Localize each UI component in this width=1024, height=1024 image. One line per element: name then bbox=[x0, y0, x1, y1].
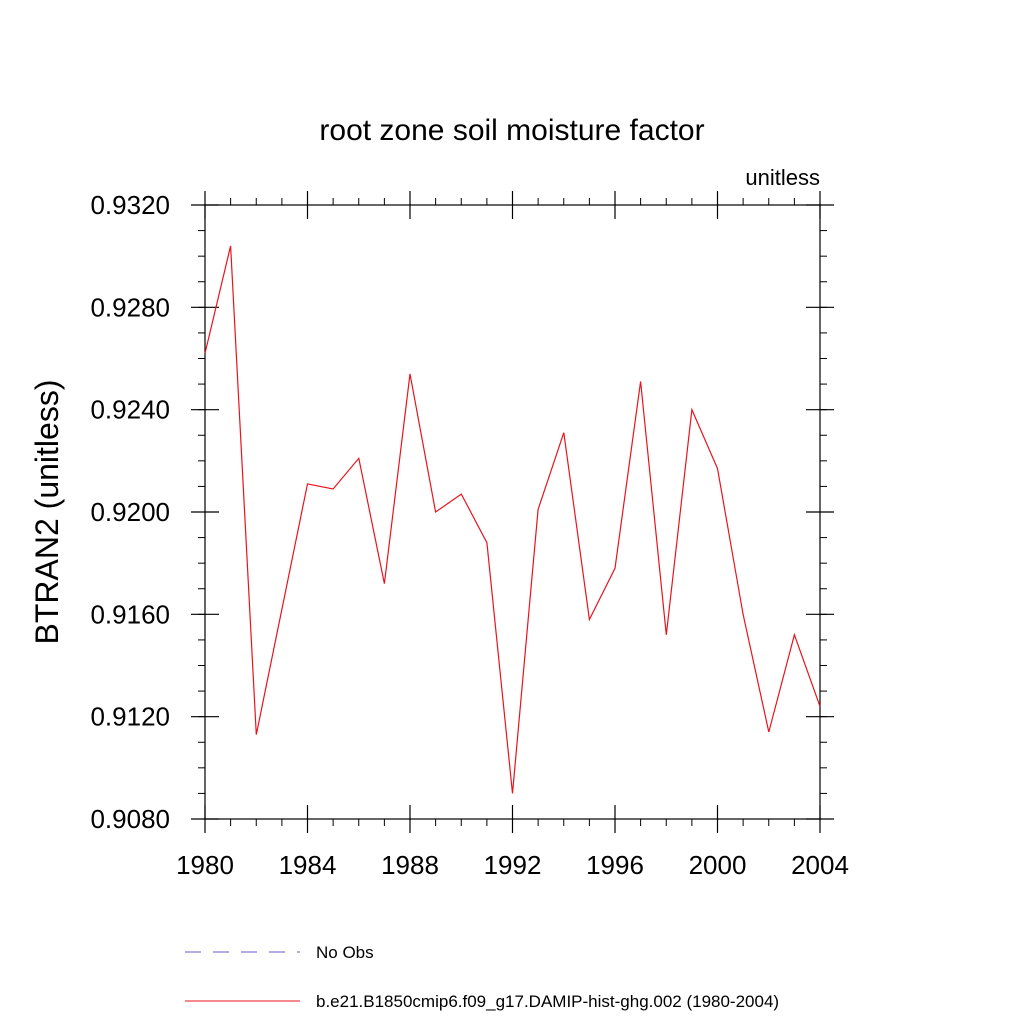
y-tick-label: 0.9160 bbox=[90, 599, 170, 629]
x-tick-label: 1996 bbox=[586, 850, 644, 880]
y-tick-label: 0.9120 bbox=[90, 702, 170, 732]
y-axis-label: BTRAN2 (unitless) bbox=[29, 380, 65, 645]
x-tick-label: 1984 bbox=[279, 850, 337, 880]
y-tick-label: 0.9200 bbox=[90, 497, 170, 527]
x-tick-label: 1992 bbox=[484, 850, 542, 880]
x-tick-label: 1980 bbox=[176, 850, 234, 880]
chart-title: root zone soil moisture factor bbox=[319, 114, 704, 147]
units-label: unitless bbox=[745, 165, 820, 190]
legend: No Obs b.e21.B1850cmip6.f09_g17.DAMIP-his… bbox=[185, 943, 779, 1011]
legend-label: b.e21.B1850cmip6.f09_g17.DAMIP-hist-ghg.… bbox=[316, 992, 779, 1011]
axis-ticks bbox=[191, 191, 834, 833]
x-tick-label: 2004 bbox=[791, 850, 849, 880]
tick-labels: 1980 1984 1988 1992 1996 2000 2004 0.9080 0.9120… bbox=[90, 190, 848, 880]
y-tick-label: 0.9240 bbox=[90, 395, 170, 425]
y-tick-label: 0.9320 bbox=[90, 190, 170, 220]
legend-label: No Obs bbox=[316, 943, 374, 962]
x-tick-label: 2000 bbox=[689, 850, 747, 880]
x-tick-label: 1988 bbox=[381, 850, 439, 880]
plot-frame bbox=[204, 204, 821, 820]
y-tick-label: 0.9080 bbox=[90, 804, 170, 834]
series-layer bbox=[204, 245, 821, 794]
series-line bbox=[204, 245, 821, 794]
y-tick-label: 0.9280 bbox=[90, 292, 170, 322]
